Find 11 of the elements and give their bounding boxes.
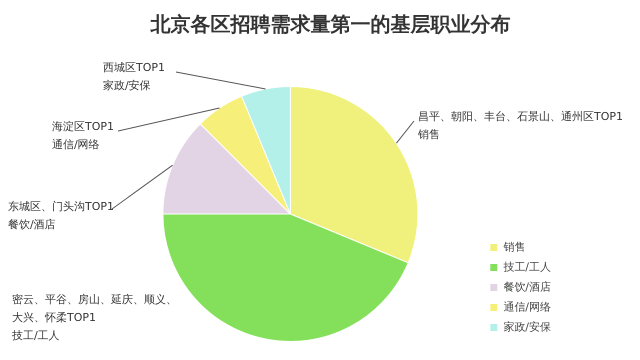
text: 西城区TOP1 家政/安保 [103, 60, 166, 92]
text: 密云、平谷、房山、延庆、顺义、大兴、怀柔TOP1 技工/工人 [11, 292, 177, 342]
legend-label: 通信/网络 [503, 300, 552, 314]
legend-label: 家政/安保 [503, 320, 552, 334]
text: 东城区、门头沟TOP1 餐饮/酒店 [8, 200, 114, 231]
text: 昌平、朝阳、丰台、石景山、通州区TOP1 销售 [417, 110, 624, 141]
legend-label: 餐饮/酒店 [503, 280, 552, 294]
text: 海淀区TOP1 通信/网络 [52, 120, 114, 151]
legend-label: 销售 [502, 240, 526, 254]
legend-label: 技工/工人 [502, 260, 552, 274]
chart-title: 北京各区招聘需求量第一的基层职业分布 [150, 12, 510, 36]
